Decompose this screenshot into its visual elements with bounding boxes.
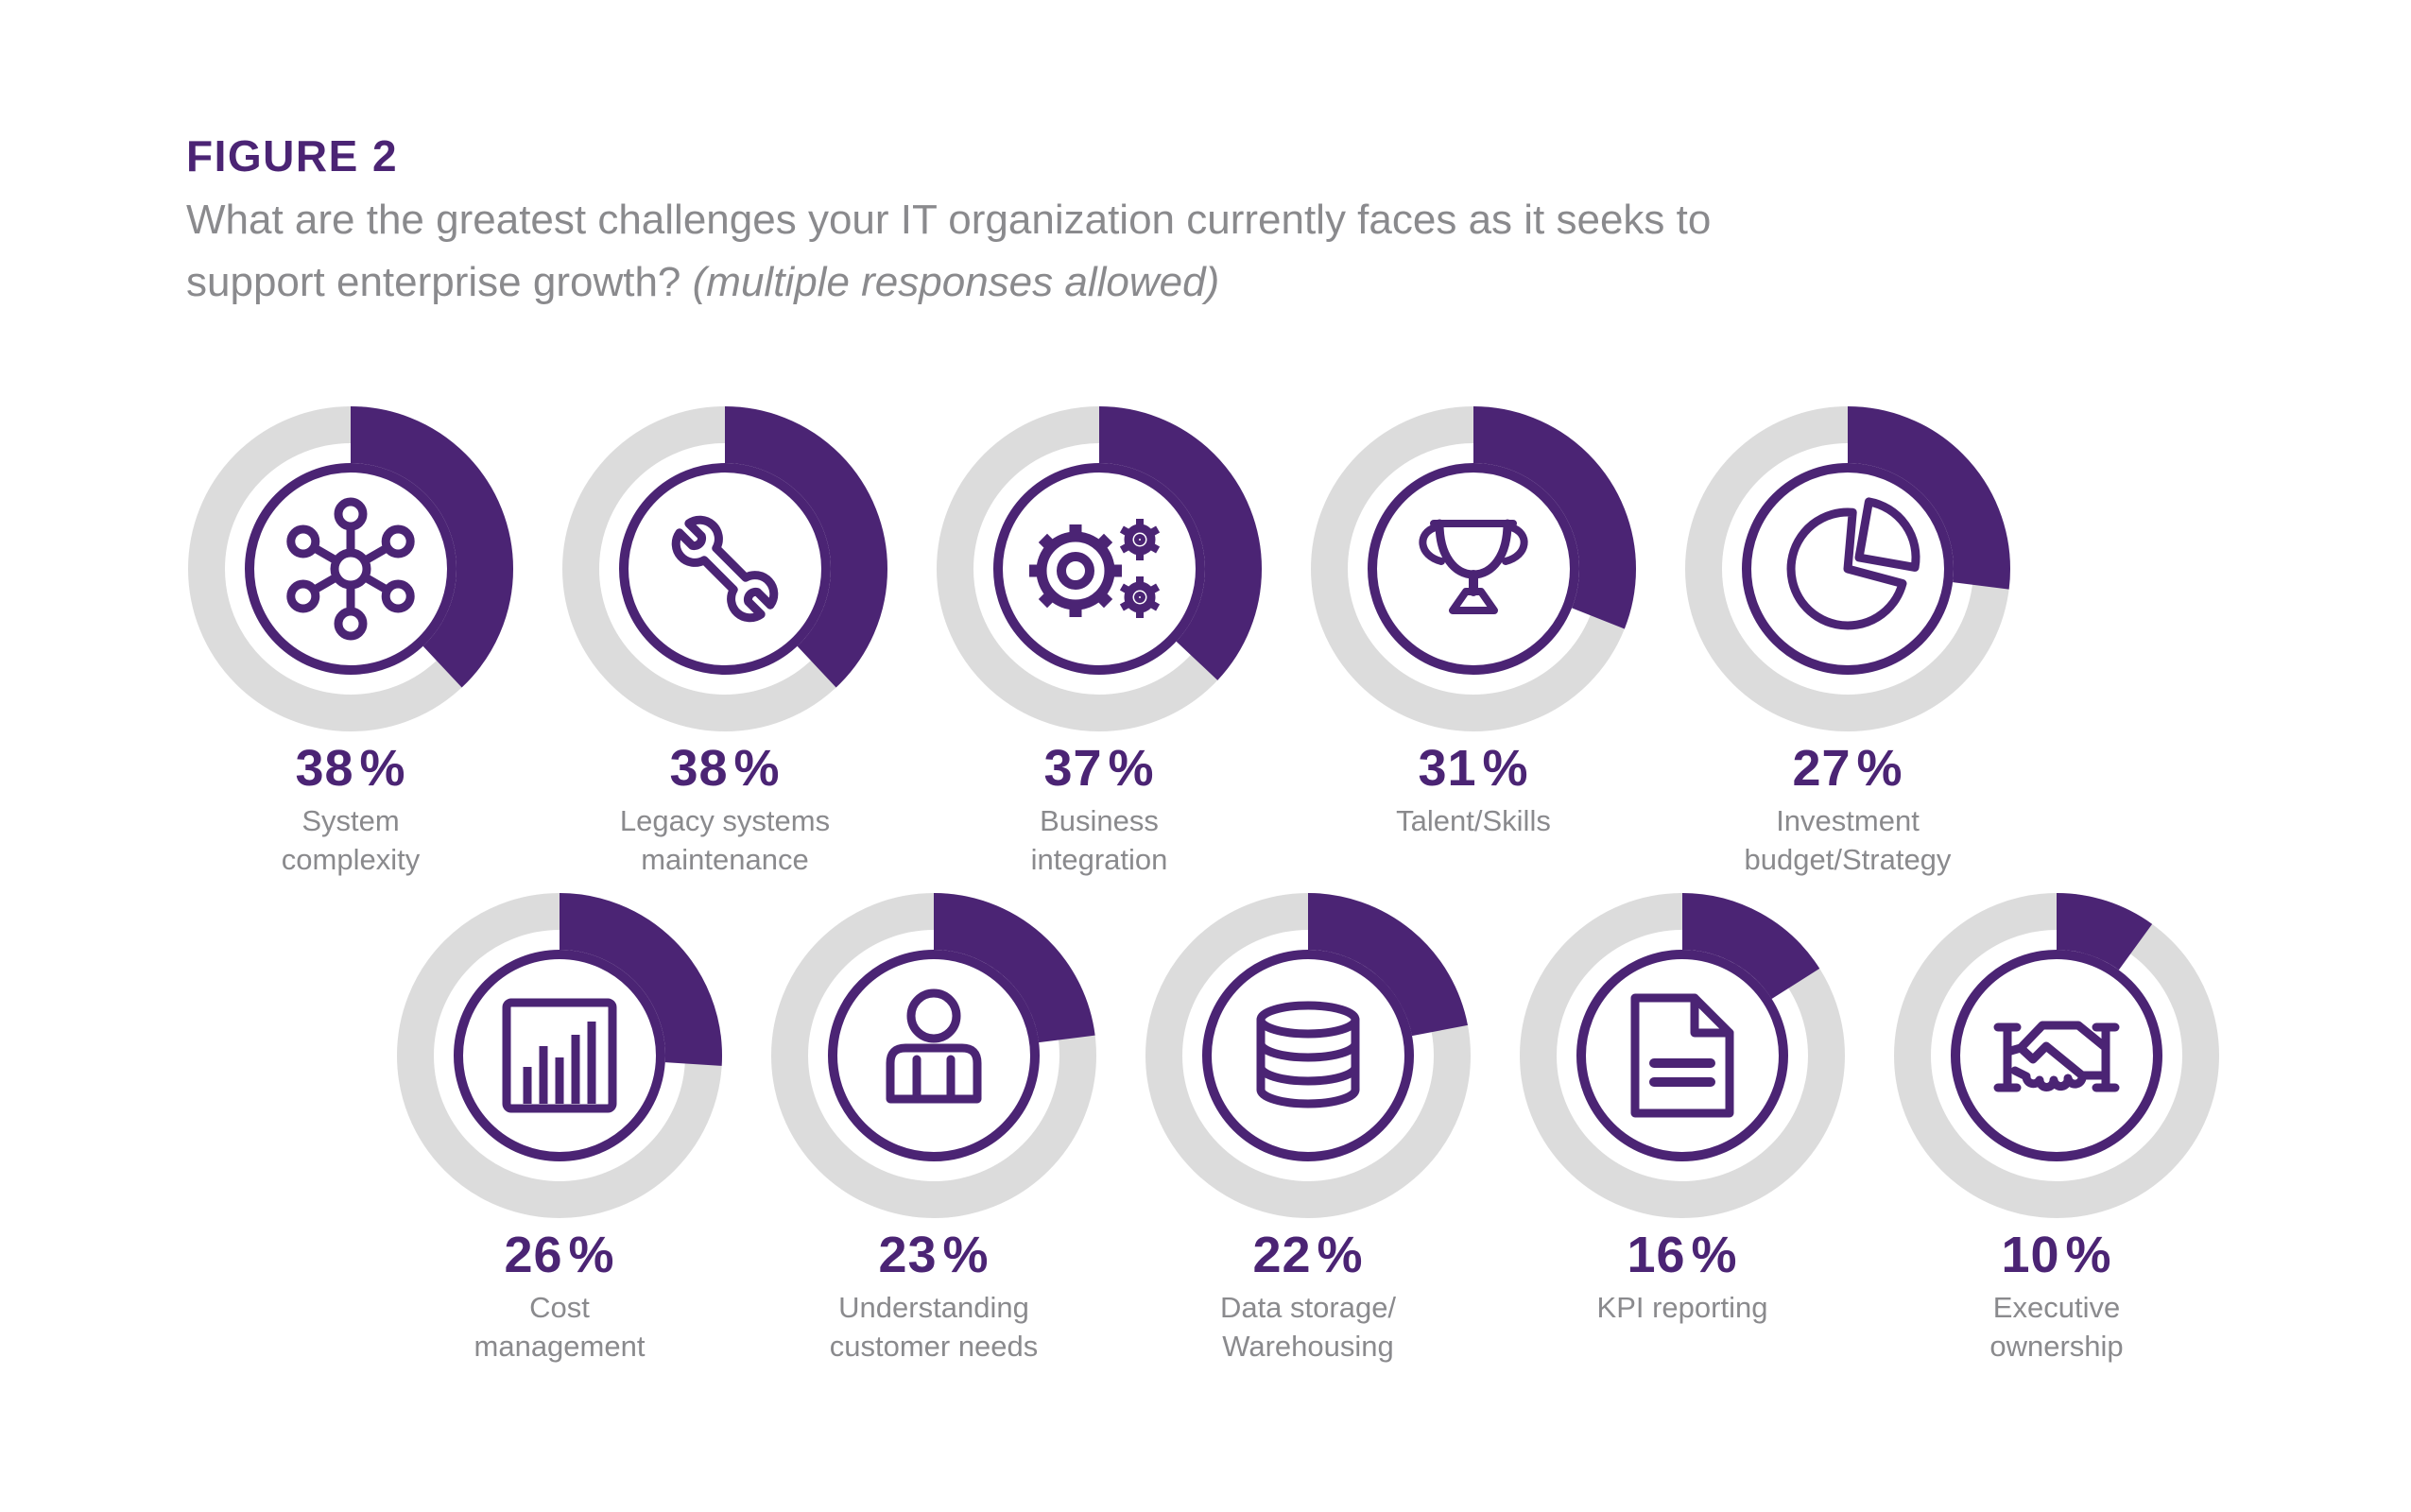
donut-label: Talent/Skills bbox=[1396, 804, 1551, 837]
donut-cell: 38% Legacy systems maintenance bbox=[562, 406, 887, 879]
figure-label: FIGURE 2 bbox=[186, 131, 399, 180]
donut-value-arc bbox=[562, 406, 887, 731]
percent-value: 22% bbox=[1252, 1227, 1364, 1283]
pie-chart-icon bbox=[1786, 497, 1920, 630]
person-icon bbox=[886, 988, 982, 1104]
percent-value: 31% bbox=[1418, 740, 1529, 797]
trophy-icon bbox=[1419, 519, 1528, 614]
donut-inner-circle bbox=[828, 950, 1040, 1161]
percent-value: 16% bbox=[1627, 1227, 1738, 1283]
percent-value: 27% bbox=[1792, 740, 1903, 797]
percent-value: 37% bbox=[1043, 740, 1155, 797]
question-line2: support enterprise growth? bbox=[186, 259, 693, 305]
donut-value-arc bbox=[188, 406, 513, 731]
donut-value-arc bbox=[1145, 893, 1471, 1218]
donut-label: Investment budget/Strategy bbox=[1744, 804, 1952, 876]
donut-chart bbox=[1311, 406, 1636, 731]
percent-value: 23% bbox=[878, 1227, 990, 1283]
handshake-icon bbox=[1993, 1021, 2120, 1092]
network-hub-icon bbox=[286, 497, 415, 641]
donut-chart bbox=[771, 893, 1096, 1218]
donut-label: Executive ownership bbox=[1989, 1291, 2124, 1363]
donut-label: Data storage/ Warehousing bbox=[1219, 1291, 1397, 1363]
donut-inner-circle bbox=[454, 950, 665, 1161]
donut-value-arc bbox=[771, 893, 1096, 1218]
donut-cell: 10% Executive ownership bbox=[1894, 893, 2219, 1366]
donut-chart bbox=[1685, 406, 2010, 731]
donut-label: Legacy systems maintenance bbox=[619, 804, 831, 876]
donut-chart bbox=[397, 893, 722, 1218]
donut-label: Business integration bbox=[1030, 804, 1168, 876]
database-icon bbox=[1256, 1001, 1360, 1108]
percent-value: 26% bbox=[504, 1227, 615, 1283]
donut-cell: 37% Business integration bbox=[937, 406, 1262, 879]
question-note: (multiple responses allowed) bbox=[692, 259, 1220, 305]
donut-chart bbox=[937, 406, 1262, 731]
donut-inner-circle bbox=[993, 463, 1205, 675]
donut-label: KPI reporting bbox=[1596, 1291, 1768, 1324]
gears-icon bbox=[1029, 519, 1161, 618]
donut-value-arc bbox=[1311, 406, 1636, 731]
donut-inner-circle bbox=[1368, 463, 1579, 675]
donut-chart bbox=[1145, 893, 1471, 1218]
donut-label: System complexity bbox=[281, 804, 421, 876]
donut-value-arc bbox=[1520, 893, 1845, 1218]
donut-value-arc bbox=[1894, 893, 2219, 1218]
donut-chart bbox=[1520, 893, 1845, 1218]
percent-value: 38% bbox=[669, 740, 781, 797]
figure-question: What are the greatest challenges your IT… bbox=[186, 189, 2039, 314]
donut-cell: 22% Data storage/ Warehousing bbox=[1145, 893, 1471, 1366]
document-icon bbox=[1630, 993, 1734, 1118]
donut-cell: 23% Understanding customer needs bbox=[771, 893, 1096, 1366]
donut-inner-circle bbox=[1576, 950, 1788, 1161]
donut-label: Cost management bbox=[474, 1291, 646, 1363]
wrench-icon bbox=[671, 515, 779, 623]
donut-inner-circle bbox=[619, 463, 831, 675]
donut-cell: 38% System complexity bbox=[188, 406, 513, 879]
bar-chart-icon bbox=[502, 998, 617, 1113]
donut-cell: 27% Investment budget/Strategy bbox=[1685, 406, 2010, 879]
percent-value: 10% bbox=[2001, 1227, 2112, 1283]
donut-label: Understanding customer needs bbox=[829, 1291, 1039, 1363]
donut-chart bbox=[188, 406, 513, 731]
donut-inner-circle bbox=[245, 463, 456, 675]
question-line1: What are the greatest challenges your IT… bbox=[186, 197, 1712, 243]
donut-chart bbox=[562, 406, 887, 731]
donut-value-arc bbox=[397, 893, 722, 1218]
donut-value-arc bbox=[937, 406, 1262, 731]
percent-value: 38% bbox=[295, 740, 406, 797]
donut-cell: 31% Talent/Skills bbox=[1311, 406, 1636, 840]
donut-value-arc bbox=[1685, 406, 2010, 731]
donut-chart bbox=[1894, 893, 2219, 1218]
donut-cell: 16% KPI reporting bbox=[1520, 893, 1845, 1327]
donut-cell: 26% Cost management bbox=[397, 893, 722, 1366]
